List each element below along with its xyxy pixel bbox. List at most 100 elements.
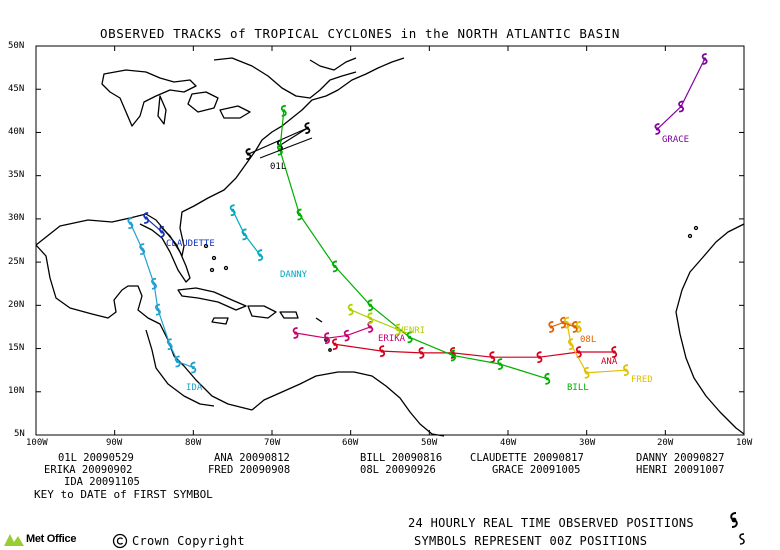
storm-position-marker bbox=[166, 338, 173, 351]
storm-position-marker bbox=[324, 332, 330, 345]
key-entry: CLAUDETTE 20090817 bbox=[470, 452, 584, 464]
key-entry: FRED 20090908 bbox=[208, 464, 291, 476]
storm-position-marker bbox=[575, 346, 582, 358]
copyright-icon bbox=[112, 533, 128, 549]
storm-position-marker bbox=[343, 329, 350, 342]
key-title: KEY to DATE of FIRST SYMBOL bbox=[34, 488, 213, 501]
hurricane-symbol-icon bbox=[730, 512, 738, 528]
lon-label: 30W bbox=[579, 438, 596, 448]
storm-position-marker bbox=[229, 204, 236, 217]
storm-tracks bbox=[127, 53, 708, 385]
lon-label: 70W bbox=[264, 438, 281, 448]
key-entry: DANNY 20090827 bbox=[636, 452, 725, 464]
storm-position-marker bbox=[367, 299, 374, 312]
storm-position-marker bbox=[450, 349, 456, 362]
lon-label: 40W bbox=[500, 438, 517, 448]
storm-label-bill: BILL bbox=[567, 383, 589, 393]
storm-position-marker bbox=[497, 358, 504, 371]
key-entry: 08L 20090926 bbox=[360, 464, 436, 476]
storm-position-marker bbox=[548, 321, 555, 333]
storm-label-erika: ERIKA bbox=[378, 334, 406, 344]
lon-label: 10W bbox=[736, 438, 753, 448]
storm-position-marker bbox=[296, 208, 303, 221]
storm-label-henri: HENRI bbox=[398, 326, 426, 336]
storm-position-marker bbox=[155, 303, 161, 316]
storm-position-marker bbox=[544, 372, 551, 385]
track-line bbox=[232, 209, 261, 256]
storm-position-marker bbox=[654, 123, 661, 135]
storm-position-marker bbox=[568, 338, 574, 351]
storm-position-marker bbox=[257, 249, 264, 262]
storm-position-marker bbox=[379, 345, 386, 358]
storm-label-grace: GRACE bbox=[662, 135, 690, 145]
storm-position-marker bbox=[304, 122, 311, 135]
storm-position-marker bbox=[241, 228, 248, 241]
storm-position-marker bbox=[190, 361, 197, 374]
key-entry: IDA 20091105 bbox=[64, 476, 140, 488]
storm-label-08l: 08L bbox=[580, 335, 597, 345]
storm-label-fred: FRED bbox=[631, 375, 653, 385]
storm-position-marker bbox=[174, 355, 181, 368]
storm-position-marker bbox=[143, 212, 150, 224]
lat-label: 35N bbox=[8, 170, 25, 180]
footer-symbols-note: SYMBOLS REPRESENT 00Z POSITIONS bbox=[414, 534, 648, 548]
storm-position-marker bbox=[245, 148, 252, 160]
storm-label-ida: IDA bbox=[186, 383, 203, 393]
track-line bbox=[279, 110, 548, 380]
map-title: OBSERVED TRACKS of TROPICAL CYCLONES in … bbox=[100, 26, 621, 41]
key-entry: HENRI 20091007 bbox=[636, 464, 725, 476]
coastlines bbox=[35, 57, 745, 437]
storm-label-claudette: CLAUDETTE bbox=[166, 239, 215, 249]
met-office-logo-icon bbox=[4, 534, 24, 546]
storm-label-01l: 01L bbox=[270, 162, 287, 172]
storm-position-marker bbox=[560, 316, 566, 329]
o1l-crossbar bbox=[259, 137, 313, 159]
lat-label: 40N bbox=[8, 127, 25, 137]
storm-label-ana: ANA bbox=[601, 357, 618, 367]
storm-position-marker bbox=[347, 303, 354, 316]
storm-position-marker bbox=[489, 351, 496, 364]
lon-label: 100W bbox=[26, 438, 48, 448]
storm-position-marker bbox=[139, 243, 146, 256]
axis-ticks bbox=[35, 45, 745, 436]
lat-label: 25N bbox=[8, 257, 25, 267]
lon-label: 90W bbox=[106, 438, 123, 448]
met-office-logo: Met Office bbox=[26, 533, 77, 545]
track-line bbox=[295, 326, 371, 339]
key-entry: ANA 20090812 bbox=[214, 452, 290, 464]
track-line bbox=[334, 343, 615, 358]
small-symbol-icon bbox=[739, 533, 745, 545]
storm-position-marker bbox=[292, 327, 299, 339]
storm-position-marker bbox=[583, 366, 590, 379]
storm-position-marker bbox=[623, 364, 629, 377]
storm-label-danny: DANNY bbox=[280, 270, 308, 280]
lon-label: 50W bbox=[421, 438, 438, 448]
key-entry: ERIKA 20090902 bbox=[44, 464, 133, 476]
lat-label: 50N bbox=[8, 41, 25, 51]
lat-label: 45N bbox=[8, 84, 25, 94]
storm-position-marker bbox=[158, 225, 165, 238]
lat-label: 30N bbox=[8, 213, 25, 223]
crown-copyright: Crown Copyright bbox=[132, 534, 245, 548]
storm-position-marker bbox=[611, 346, 618, 358]
map-frame bbox=[35, 45, 745, 436]
storm-position-marker bbox=[418, 346, 425, 359]
storm-position-marker bbox=[367, 312, 374, 325]
storm-position-marker bbox=[280, 104, 287, 117]
storm-position-marker bbox=[571, 321, 578, 333]
lat-label: 15N bbox=[8, 343, 25, 353]
storm-position-marker bbox=[406, 331, 413, 344]
track-line bbox=[657, 58, 706, 130]
lon-label: 60W bbox=[342, 438, 359, 448]
storm-position-marker bbox=[701, 53, 708, 65]
lon-label: 80W bbox=[185, 438, 202, 448]
storm-position-marker bbox=[394, 323, 401, 336]
storm-position-marker bbox=[332, 260, 338, 273]
lat-label: 5N bbox=[14, 429, 25, 439]
track-line bbox=[350, 309, 399, 331]
storm-position-marker bbox=[127, 217, 134, 230]
key-entry: GRACE 20091005 bbox=[492, 464, 581, 476]
key-entry: 01L 20090529 bbox=[58, 452, 134, 464]
storm-position-marker bbox=[536, 351, 543, 364]
